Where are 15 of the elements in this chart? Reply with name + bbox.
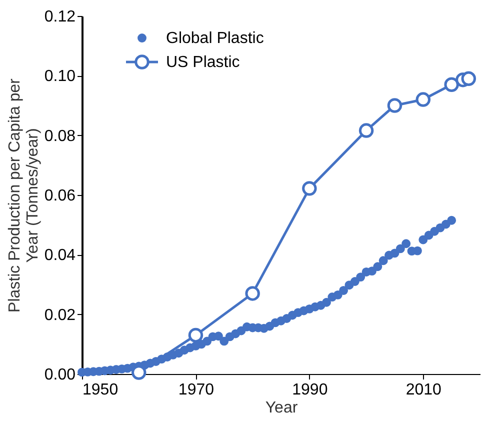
- x-tick-label: 1950: [82, 382, 118, 398]
- legend-label: Global Plastic: [166, 30, 264, 47]
- y-tick-label: 0.12: [44, 8, 76, 26]
- y-tick-label: 0.02: [44, 306, 76, 324]
- x-tick-label: 2010: [406, 382, 442, 398]
- y-tick-label: 0.10: [44, 68, 76, 86]
- legend-label: US Plastic: [166, 54, 240, 71]
- y-tick-label: 0.06: [44, 188, 76, 204]
- y-tick-label: 0.04: [44, 247, 76, 264]
- x-tick-label: 1970: [178, 382, 214, 398]
- x-axis-title: Year: [265, 400, 298, 416]
- y-tick-label: 0.00: [44, 366, 76, 384]
- y-axis-title: Plastic Production per Capita per Year (Tonnes/year): [6, 78, 42, 312]
- y-tick-label: 0.08: [44, 128, 76, 145]
- x-tick-label: 1990: [292, 382, 328, 398]
